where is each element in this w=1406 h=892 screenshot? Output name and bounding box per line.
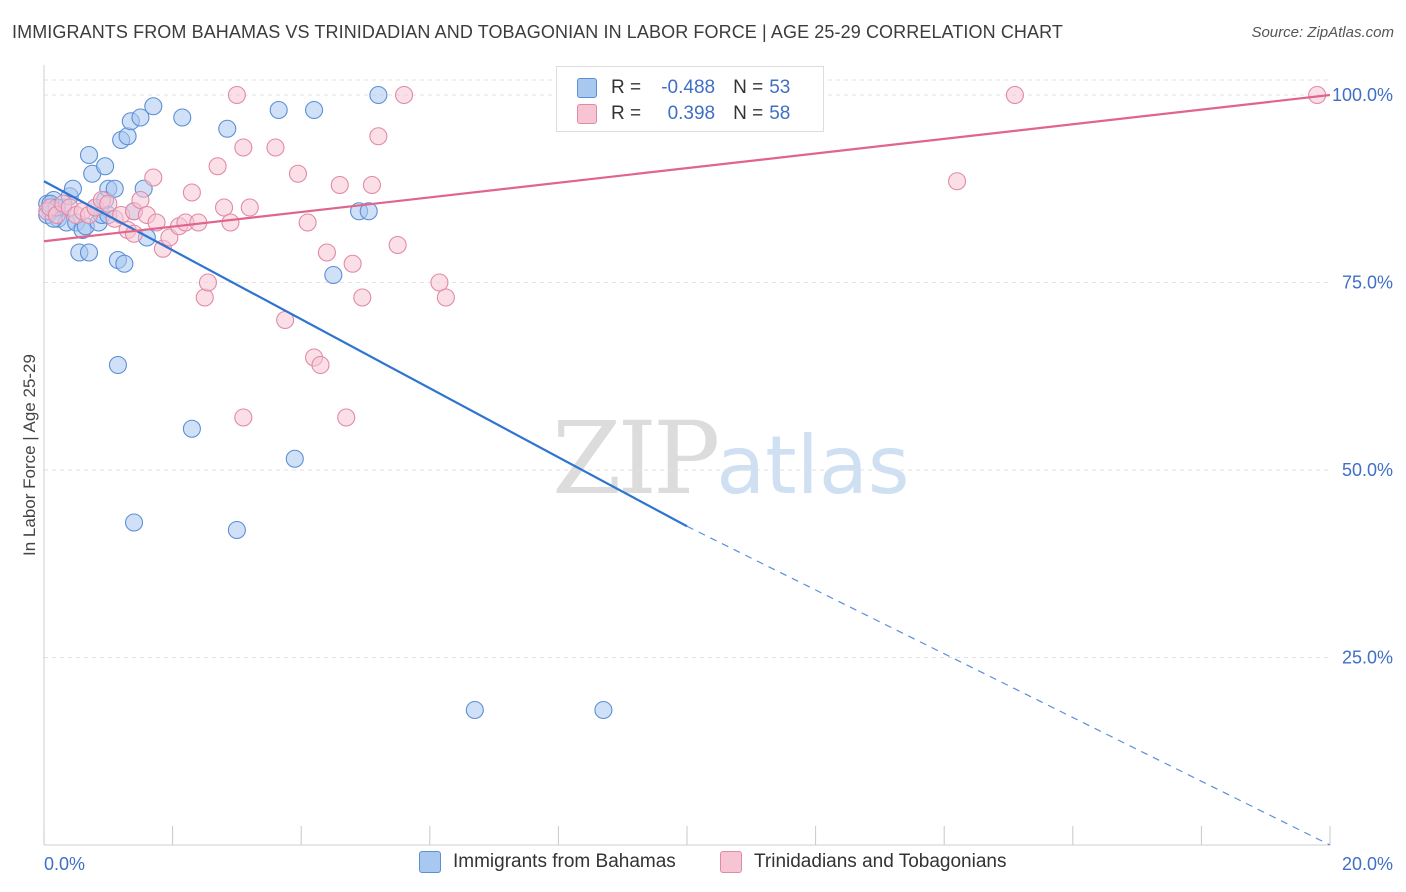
trinidad-point xyxy=(343,254,362,273)
bahamas-point xyxy=(79,145,99,165)
trinidad-point xyxy=(234,408,253,427)
trinidad-point xyxy=(395,85,414,105)
trinidad-point xyxy=(311,355,330,375)
trinidad-point xyxy=(234,138,253,157)
trinidad-point xyxy=(1005,85,1024,105)
chart-title: IMMIGRANTS FROM BAHAMAS VS TRINIDADIAN A… xyxy=(12,22,1063,42)
trinidad-point xyxy=(266,138,285,157)
trinidad-point xyxy=(198,273,218,292)
trinidad-trendline xyxy=(43,93,1331,243)
y-tick-label: 100.0% xyxy=(1332,85,1393,105)
bahamas-point xyxy=(96,157,115,176)
bahamas-point xyxy=(465,700,484,720)
y-tick-label: 25.0% xyxy=(1342,648,1393,668)
bahamas-point xyxy=(218,119,237,138)
blue-swatch xyxy=(577,78,597,98)
trinidad-point xyxy=(362,175,381,195)
pink-swatch xyxy=(577,104,597,124)
r-value: -0.488 xyxy=(661,77,716,98)
source-label: Source: ZipAtlas.com xyxy=(1251,24,1394,41)
bahamas-point xyxy=(227,520,246,540)
trinidad-point xyxy=(227,85,246,105)
r-label: R = xyxy=(611,77,642,98)
x-tick-label: 0.0% xyxy=(44,854,85,874)
bahamas-point xyxy=(79,243,99,262)
trinidad-point xyxy=(436,288,455,307)
bahamas-point xyxy=(305,100,324,120)
x-tick-label: 20.0% xyxy=(1342,854,1393,874)
legend-item-bahamas: Immigrants from Bahamas xyxy=(419,851,676,873)
bahamas-point xyxy=(108,355,127,375)
bahamas-point xyxy=(173,108,192,127)
bahamas-point xyxy=(369,85,388,105)
bahamas-point xyxy=(124,513,144,532)
trinidad-point xyxy=(131,190,150,210)
bahamas-point xyxy=(182,419,201,438)
trinidad-point xyxy=(288,164,308,183)
zipatlas-watermark: ZIPatlas xyxy=(552,400,910,517)
y-tick-label: 75.0% xyxy=(1342,273,1393,293)
watermark-atlas: atlas xyxy=(716,419,910,512)
bahamas-point xyxy=(105,179,124,198)
n-label: N = xyxy=(733,77,764,98)
pink-swatch xyxy=(720,851,742,873)
trinidad-point xyxy=(240,198,259,217)
trinidad-point xyxy=(948,172,967,191)
legend-row-trinidad: R = 0.398 N = 58 xyxy=(577,101,790,127)
legend-item-trinidad: Trinidadians and Tobagonians xyxy=(720,851,1006,873)
trinidad-point xyxy=(182,183,201,202)
trinidad-point xyxy=(208,157,227,176)
bahamas-trendline-extension xyxy=(686,525,1331,846)
trinidad-point xyxy=(388,235,407,255)
trinidad-point xyxy=(317,243,336,262)
n-value: 58 xyxy=(769,103,791,124)
watermark-zip: ZIP xyxy=(552,400,720,517)
r-label: R = xyxy=(611,103,642,124)
series-legend: Immigrants from Bahamas Trinidadians and… xyxy=(0,851,1406,877)
legend-label: Immigrants from Bahamas xyxy=(453,851,676,872)
bahamas-point xyxy=(118,127,137,146)
trinidad-point xyxy=(298,213,317,232)
bahamas-point xyxy=(144,97,163,116)
correlation-legend: R = -0.488 N = 53 R = 0.398 N = 58 xyxy=(556,66,824,132)
trinidad-point xyxy=(147,213,166,232)
blue-swatch xyxy=(419,851,441,873)
bahamas-point xyxy=(131,108,150,127)
legend-label: Trinidadians and Tobagonians xyxy=(754,851,1007,872)
trinidad-point xyxy=(144,168,163,187)
bahamas-point xyxy=(115,254,134,273)
r-value: 0.398 xyxy=(667,103,716,124)
trinidad-point xyxy=(221,213,240,232)
bahamas-point xyxy=(269,100,288,120)
bahamas-point xyxy=(324,265,343,285)
legend-row-bahamas: R = -0.488 N = 53 xyxy=(577,75,790,101)
trinidad-point xyxy=(195,288,214,307)
trinidad-point xyxy=(99,194,118,213)
trinidad-point xyxy=(337,408,356,427)
n-label: N = xyxy=(733,103,764,124)
bahamas-point xyxy=(359,202,378,221)
bahamas-point xyxy=(594,700,613,720)
y-tick-label: 50.0% xyxy=(1342,460,1393,480)
bahamas-trendline xyxy=(43,180,688,528)
trinidad-point xyxy=(369,127,388,146)
trinidad-point xyxy=(330,175,349,195)
bahamas-point xyxy=(285,449,304,468)
n-value: 53 xyxy=(769,77,791,98)
trinidad-point xyxy=(353,288,372,307)
trinidad-point xyxy=(430,273,449,292)
trinidad-point xyxy=(214,198,234,217)
